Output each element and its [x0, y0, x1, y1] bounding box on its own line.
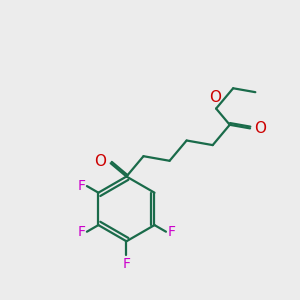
Text: O: O	[254, 121, 266, 136]
Text: F: F	[167, 225, 175, 239]
Text: O: O	[94, 154, 106, 169]
Text: F: F	[77, 179, 86, 193]
Text: O: O	[208, 90, 220, 105]
Text: F: F	[77, 225, 86, 239]
Text: F: F	[122, 257, 130, 271]
